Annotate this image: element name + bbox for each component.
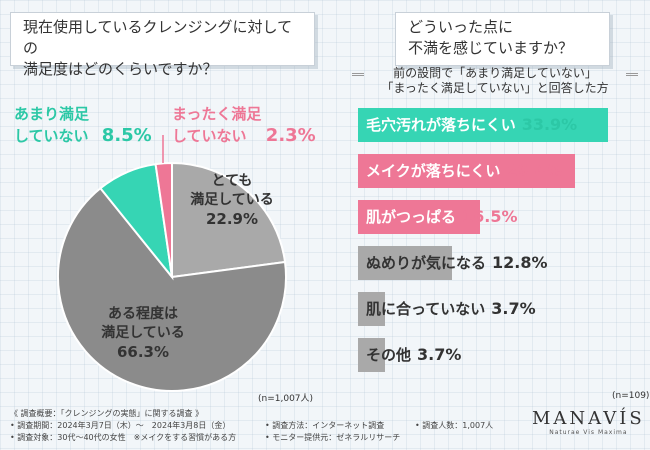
footer-target: • 調査対象：30代〜40代の女性 ※メイクをする習慣がある方 xyxy=(10,433,237,442)
bar-row: 毛穴汚れが落ちにくい 33.9% xyxy=(358,108,616,142)
bar-fill xyxy=(358,200,480,234)
bar-value-label: 16.5% xyxy=(462,207,518,226)
left-question-line2: 満足度はどのくらいですか？ xyxy=(23,60,218,78)
bar-value-label: 12.8% xyxy=(492,253,548,272)
bar-value-label: 29.4% xyxy=(506,161,562,180)
footer-count: • 調査人数：1,007人 xyxy=(415,421,494,430)
footer-title: 《 調査概要：「クレンジングの実態」に関する調査 》 xyxy=(10,409,204,418)
footer-method: • 調査方法：インターネット調査 xyxy=(265,421,385,430)
bar-row: ぬめりが気になる 12.8% xyxy=(358,246,616,280)
right-subtitle-line2: 「まったく満足していない」と回答した方 xyxy=(381,81,609,95)
bar-category-label: 毛穴汚れが落ちにくい xyxy=(366,116,516,134)
left-question-box: 現在使用しているクレンジングに対しての 満足度はどのくらいですか？ xyxy=(10,12,315,78)
bar-label: その他 3.7% xyxy=(366,344,461,365)
footer-period: • 調査期間：2024年3月7日（木）～ 2024年3月8日（金） xyxy=(10,421,231,430)
bar-fill xyxy=(358,338,386,372)
bar-row: 肌がつっぱる 16.5% xyxy=(358,200,616,234)
brand-logo-text: MANAVÍS xyxy=(532,408,645,429)
pie-sample-size: (n=1,007人) xyxy=(258,394,314,404)
pie-label-not-much: あまり満足 していない 8.5% xyxy=(14,103,152,147)
bar-label: 毛穴汚れが落ちにくい 33.9% xyxy=(366,114,577,135)
bar-value-label: 3.7% xyxy=(491,299,536,318)
bar-label: ぬめりが気になる 12.8% xyxy=(366,252,548,273)
pie-label-not-at-all-pct: 2.3% xyxy=(265,125,316,146)
pie-label-not-much-pct: 8.5% xyxy=(101,125,152,146)
right-subtitle: 前の設問で「あまり満足していない」 「まったく満足していない」と回答した方 xyxy=(350,66,640,96)
brand-logo-tagline: Naturae Vis Maxima xyxy=(549,429,628,436)
bar-label: 肌がつっぱる 16.5% xyxy=(366,206,518,227)
pie-label-somewhat-line1: ある程度は xyxy=(108,306,178,322)
pie-label-very-line2: 満足している xyxy=(190,192,274,208)
bar-value-label: 3.7% xyxy=(417,345,462,364)
bar-category-label: 肌に合っていない xyxy=(366,300,486,318)
pie-slice-not-at-all xyxy=(154,161,173,278)
pie-label-not-at-all-line2: していない xyxy=(172,127,247,145)
bar-category-label: その他 xyxy=(366,346,412,364)
pie-slice-not-much xyxy=(99,163,174,281)
right-subtitle-line1: 前の設問で「あまり満足していない」 xyxy=(393,66,597,80)
bar-category-label: 肌がつっぱる xyxy=(366,208,457,226)
bar-fill xyxy=(358,108,608,142)
bar-sample-size: (n=109) xyxy=(612,391,650,401)
bar-category-label: ぬめりが気になる xyxy=(366,254,487,272)
pie-label-not-at-all-line1: まったく満足 xyxy=(172,105,262,123)
bar-label: メイクが落ちにくい 29.4% xyxy=(366,160,562,181)
footer-provider: • モニター提供元：ゼネラルリサーチ xyxy=(265,433,401,442)
pie-label-very-pct: 22.9% xyxy=(205,210,259,228)
pie-label-somewhat-pct: 66.3% xyxy=(116,343,170,361)
right-question-box: どういった点に 不満を感じていますか？ xyxy=(395,12,610,66)
subtitle-left-dash xyxy=(352,73,364,76)
brand-logo: MANAVÍS Naturae Vis Maxima xyxy=(532,408,645,436)
bar-row: メイクが落ちにくい 29.4% xyxy=(358,154,616,188)
pie-label-very: とても 満足している 22.9% xyxy=(172,172,292,229)
bar-row: 肌に合っていない 3.7% xyxy=(358,292,616,326)
bar-value-label: 33.9% xyxy=(521,115,578,134)
right-question-line1: どういった点に xyxy=(408,18,514,36)
bar-category-label: メイクが落ちにくい xyxy=(366,162,501,180)
pie-label-very-line1: とても xyxy=(211,173,253,189)
pie-label-somewhat-line2: 満足している xyxy=(101,325,185,341)
pie-label-not-much-line2: していない xyxy=(14,127,89,145)
bar-fill xyxy=(358,154,575,188)
bar-row: その他 3.7% xyxy=(358,338,616,372)
bar-label: 肌に合っていない 3.7% xyxy=(366,298,536,319)
subtitle-right-dash xyxy=(626,73,638,76)
pie-label-not-much-line1: あまり満足 xyxy=(14,105,90,123)
bar-fill xyxy=(358,246,453,280)
pie-label-not-at-all: まったく満足 していない 2.3% xyxy=(172,103,316,147)
bar-fill xyxy=(358,292,386,326)
left-question-line1: 現在使用しているクレンジングに対しての xyxy=(23,18,293,57)
pie-label-somewhat: ある程度は 満足している 66.3% xyxy=(78,305,208,362)
right-question-line2: 不満を感じていますか？ xyxy=(408,39,574,57)
